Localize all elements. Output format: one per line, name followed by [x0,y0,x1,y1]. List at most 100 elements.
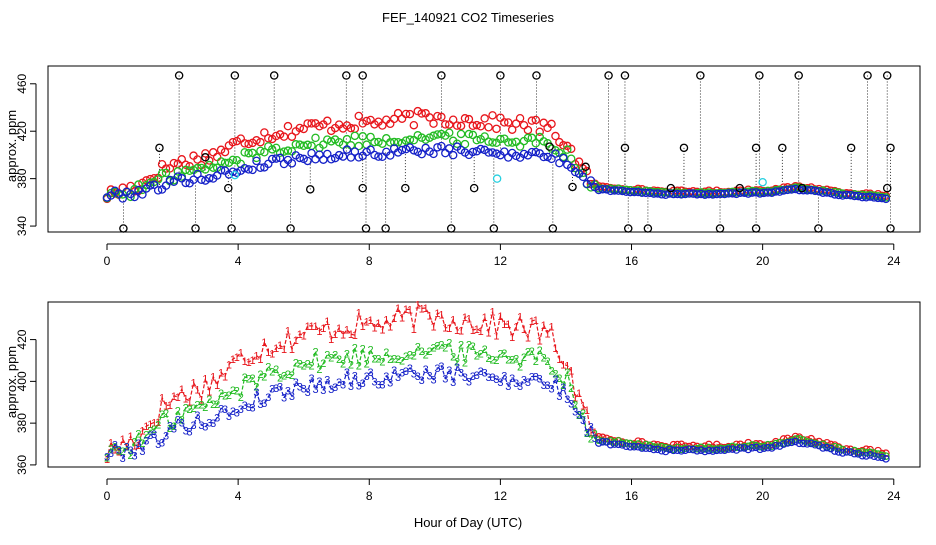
series-3-point [602,185,611,194]
series-3-point [736,444,745,452]
series-3-point [271,154,281,163]
series-1-marker-label: 1 [187,396,193,408]
series-1-point [323,116,332,126]
bottom-x-tick-label: 20 [756,489,770,503]
series-2-marker-label: 2 [301,360,307,372]
series-2-marker-label: 2 [415,342,421,354]
bottom-x-tick-label: 12 [494,489,508,503]
series-3-marker-label: 3 [336,377,342,389]
series-1-marker-label: 1 [525,333,531,345]
series-2-marker-label: 2 [427,346,433,358]
series-1-marker-label: 1 [340,330,346,342]
series-3-marker-label: 3 [104,451,110,463]
series-1-marker-label: 1 [482,312,488,324]
series-3-point [555,158,564,168]
series-3-point [629,187,639,197]
outlier-point [548,224,558,233]
series-1-point [582,166,592,176]
series-3-point [830,447,839,455]
series-1-marker-label: 1 [564,361,570,373]
series-1-marker-label: 1 [179,384,185,396]
series-2-point [701,445,709,453]
series-1-point [701,442,709,451]
series-3-point [531,147,541,157]
series-1-marker-label: 1 [537,336,543,348]
series-3-marker-label: 3 [124,441,130,453]
series-3-marker-label: 3 [348,381,354,393]
series-2-point [311,133,320,143]
series-1-point [201,149,210,158]
series-3-marker-label: 3 [230,406,236,418]
outlier-point [794,71,803,80]
series-3-marker-label: 3 [269,384,275,396]
series-2-marker-label: 2 [517,362,523,374]
series-1-marker-label: 1 [430,321,436,333]
series-1-marker-label: 1 [163,400,169,412]
series-3-marker-label: 3 [552,374,558,386]
series-3-point [610,186,619,195]
series-2-point [594,436,603,444]
outlier-point [863,71,872,80]
series-2-marker-label: 2 [466,340,472,352]
series-3-point [747,188,757,197]
series-3-point [697,446,705,455]
series-2-marker-label: 2 [175,405,181,417]
series-3-point [118,194,127,203]
series-2-point [756,442,764,451]
series-3-point [338,152,348,161]
series-2-marker-label: 2 [206,394,212,406]
series-2-point [425,133,434,142]
series-1-point [362,116,371,126]
series-3-point [771,441,780,450]
series-3-point [626,443,635,451]
series-3-marker-label: 3 [139,446,145,458]
series-3-marker-label: 3 [529,371,535,383]
x-axis-title: Hour of Day (UTC) [414,515,522,530]
series-2-marker-label: 2 [501,348,507,360]
series-2-point [267,145,277,154]
outlier-point [489,224,499,233]
series-3-point [799,439,808,448]
series-3-point [634,442,642,451]
series-3-point [681,446,690,454]
series-3-point [193,169,202,179]
series-2-marker-label: 2 [312,346,318,358]
outlier-point [496,71,505,80]
top-y-tick-label: 340 [15,216,29,236]
series-1-marker-label: 1 [128,431,134,443]
series-3-point [244,165,253,174]
series-3-marker-label: 3 [391,365,397,377]
series-1-marker-label: 1 [242,356,248,368]
series-3-marker-label: 3 [332,382,338,394]
series-2-point [362,140,371,149]
bottom-x-tick-label: 4 [235,489,242,503]
series-3-point [728,445,737,453]
series-1-marker-label: 1 [222,371,228,383]
series-3-point [417,149,426,159]
series-3-point [854,191,863,201]
series-3-point [641,188,651,198]
series-2-point [134,180,143,189]
series-3-marker-label: 3 [560,382,566,394]
series-2-marker-label: 2 [269,367,275,379]
series-2-point [252,153,261,163]
series-3-point [712,189,722,199]
series-2-marker-label: 2 [474,350,480,362]
series-3-point [775,187,784,196]
series-1-point [193,155,202,164]
series-2-marker-label: 2 [187,404,193,416]
series-3-marker-label: 3 [584,427,590,439]
series-1-point [264,134,273,143]
series-3-point [468,147,478,157]
chart-title: FEF_140921 CO2 Timeseries [382,10,554,25]
series-3-point [488,148,497,157]
series-1-point [307,119,316,128]
series-2-point [433,130,442,139]
series-3-marker-label: 3 [206,417,212,429]
series-3-point [692,190,702,199]
series-3-marker-label: 3 [163,430,169,442]
series-2-marker-label: 2 [147,425,153,437]
series-2-point [496,134,505,144]
series-1-marker-label: 1 [419,303,425,315]
series-3-point [870,452,878,461]
